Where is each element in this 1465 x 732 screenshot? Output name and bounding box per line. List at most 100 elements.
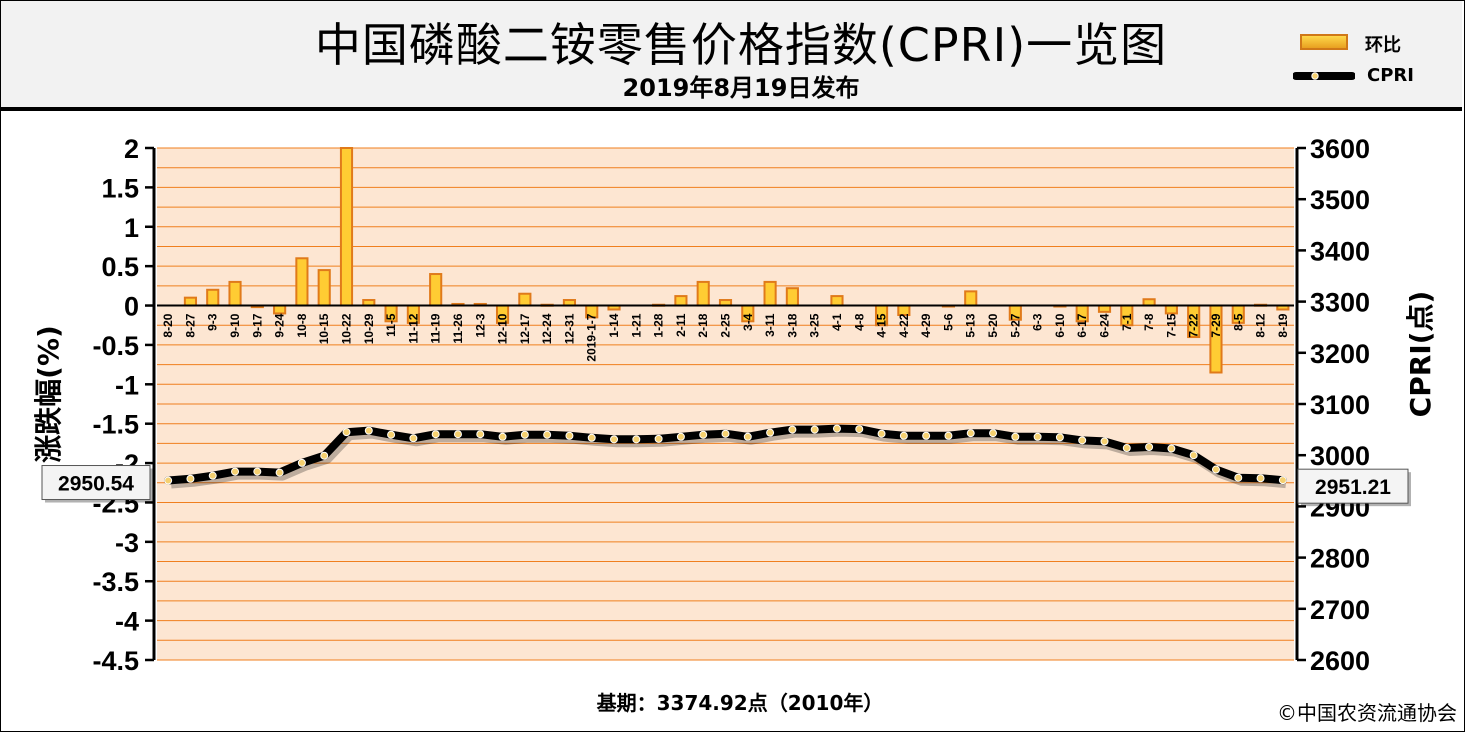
y-axis-right-title: CPRI(点) [1404, 291, 1437, 418]
x-tick-label: 7-22 [1187, 313, 1201, 337]
x-tick-label: 7-8 [1142, 313, 1156, 331]
y-right-tick-label: 2700 [1310, 595, 1370, 625]
cpri-point [1167, 444, 1176, 453]
cpri-point [431, 430, 440, 439]
bar-5-13 [964, 290, 978, 307]
x-tick-label: 1-14 [607, 313, 621, 337]
cpri-point [1256, 474, 1265, 483]
x-tick-label: 4-22 [897, 313, 911, 337]
cpri-point [721, 429, 730, 438]
chart-title: 中国磷酸二铵零售价格指数(CPRI)一览图 [314, 18, 1168, 72]
cpri-point [877, 429, 886, 438]
bar-10-22 [339, 147, 354, 307]
copyright-text: ©中国农资流通协会 [1277, 701, 1457, 725]
bar-7-15 [1164, 304, 1178, 315]
x-tick-label: 10-22 [340, 313, 354, 344]
bar-9-24 [273, 304, 287, 315]
cpri-point [587, 433, 596, 442]
x-tick-label: 7-15 [1164, 313, 1178, 337]
y-right-tick-label: 3000 [1310, 441, 1370, 471]
annotation-value: 2951.21 [1315, 476, 1391, 499]
bar-2-18 [696, 280, 710, 307]
legend-bar-label: 环比 [1365, 35, 1401, 56]
x-tick-label: 5-20 [986, 313, 1000, 337]
x-tick-label: 12-31 [562, 313, 576, 344]
y-right-tick-label: 2600 [1310, 646, 1370, 676]
x-axis: 8-20 8-27 9-3 9-10 9-17 9-24 10-8 10-15 10-22 10-… [157, 304, 1294, 362]
bar-11-19 [429, 273, 443, 307]
bar-10-8 [295, 257, 309, 307]
cpri-point [231, 467, 240, 476]
x-tick-label: 2-25 [719, 313, 733, 337]
y-right-tick-label: 3300 [1310, 288, 1370, 318]
cpri-point [1122, 444, 1131, 453]
y-axis-right: 3600350034003300320031003000290028002700… [1295, 134, 1437, 676]
x-tick-label: 12-10 [496, 313, 510, 344]
x-tick-label: 3-25 [808, 313, 822, 337]
x-tick-label: 4-1 [830, 313, 844, 331]
x-tick-label: 9-10 [228, 313, 242, 337]
bar-4-1 [830, 295, 844, 307]
x-tick-label: 7-1 [1120, 313, 1134, 331]
cpri-point [1100, 437, 1109, 446]
x-tick-label: 11-12 [406, 313, 420, 343]
legend-line-label: CPRI [1367, 65, 1414, 86]
bar-3-18 [785, 287, 799, 307]
y-right-tick-label: 3400 [1310, 236, 1370, 266]
x-tick-label: 8-27 [183, 313, 197, 337]
x-tick-label: 6-10 [1053, 313, 1067, 337]
cpri-point [498, 432, 507, 441]
x-tick-label: 12-3 [473, 313, 487, 337]
cpri-point [453, 430, 462, 439]
x-tick-label: 10-29 [362, 313, 376, 344]
cpri-point [788, 425, 797, 434]
cpri-point [275, 468, 284, 477]
y-right-tick-label: 3200 [1310, 339, 1370, 369]
cpri-point [364, 426, 373, 435]
bar-9-10 [228, 280, 242, 307]
cpri-point [387, 430, 396, 439]
x-tick-label: 1-21 [629, 313, 643, 337]
x-tick-label: 11-19 [429, 313, 443, 343]
x-tick-label: 8-12 [1254, 313, 1268, 337]
cpri-point [832, 424, 841, 433]
x-tick-label: 3-4 [741, 313, 755, 331]
line-series [164, 424, 1287, 489]
annotations: 2950.54 2951.21 [41, 465, 1411, 507]
cpri-point [632, 435, 641, 444]
y-right-tick-label: 3100 [1310, 390, 1370, 420]
cpri-point [186, 474, 195, 483]
x-tick-label: 12-17 [518, 313, 532, 344]
legend-line-swatch [1293, 72, 1355, 80]
cpri-point [253, 467, 262, 476]
cpri-point [1011, 432, 1020, 441]
bar-9-3 [206, 288, 220, 307]
cpri-point [1033, 432, 1042, 441]
cpri-point [922, 431, 931, 440]
x-tick-label: 11-5 [384, 313, 398, 337]
x-tick-label: 8-5 [1231, 313, 1245, 331]
x-tick-label: 4-29 [919, 313, 933, 337]
cpri-point [855, 425, 864, 434]
x-tick-label: 7-29 [1209, 313, 1223, 337]
x-tick-label: 5-13 [964, 313, 978, 337]
y-left-tick-label: 1.5 [101, 173, 139, 203]
x-tick-label: 9-3 [206, 313, 220, 331]
y-left-tick-label: -4 [115, 607, 139, 637]
x-tick-label: 4-8 [852, 313, 866, 331]
x-tick-label: 10-8 [295, 313, 309, 337]
legend-bar-swatch [1300, 34, 1348, 50]
cpri-point [1234, 473, 1243, 482]
y-left-tick-label: -0.5 [92, 331, 139, 361]
y-right-tick-label: 2800 [1310, 544, 1370, 574]
chart-subtitle: 2019年8月19日发布 [622, 74, 860, 102]
bar-3-11 [763, 280, 777, 307]
x-tick-label: 9-24 [273, 313, 287, 337]
annotation-box [41, 465, 151, 501]
y-left-tick-label: -4.5 [92, 646, 139, 676]
cpri-point [699, 430, 708, 439]
cpri-point [543, 430, 552, 439]
cpri-point [743, 432, 752, 441]
cpri-point [1055, 433, 1064, 442]
y-left-tick-label: 1 [124, 213, 139, 243]
